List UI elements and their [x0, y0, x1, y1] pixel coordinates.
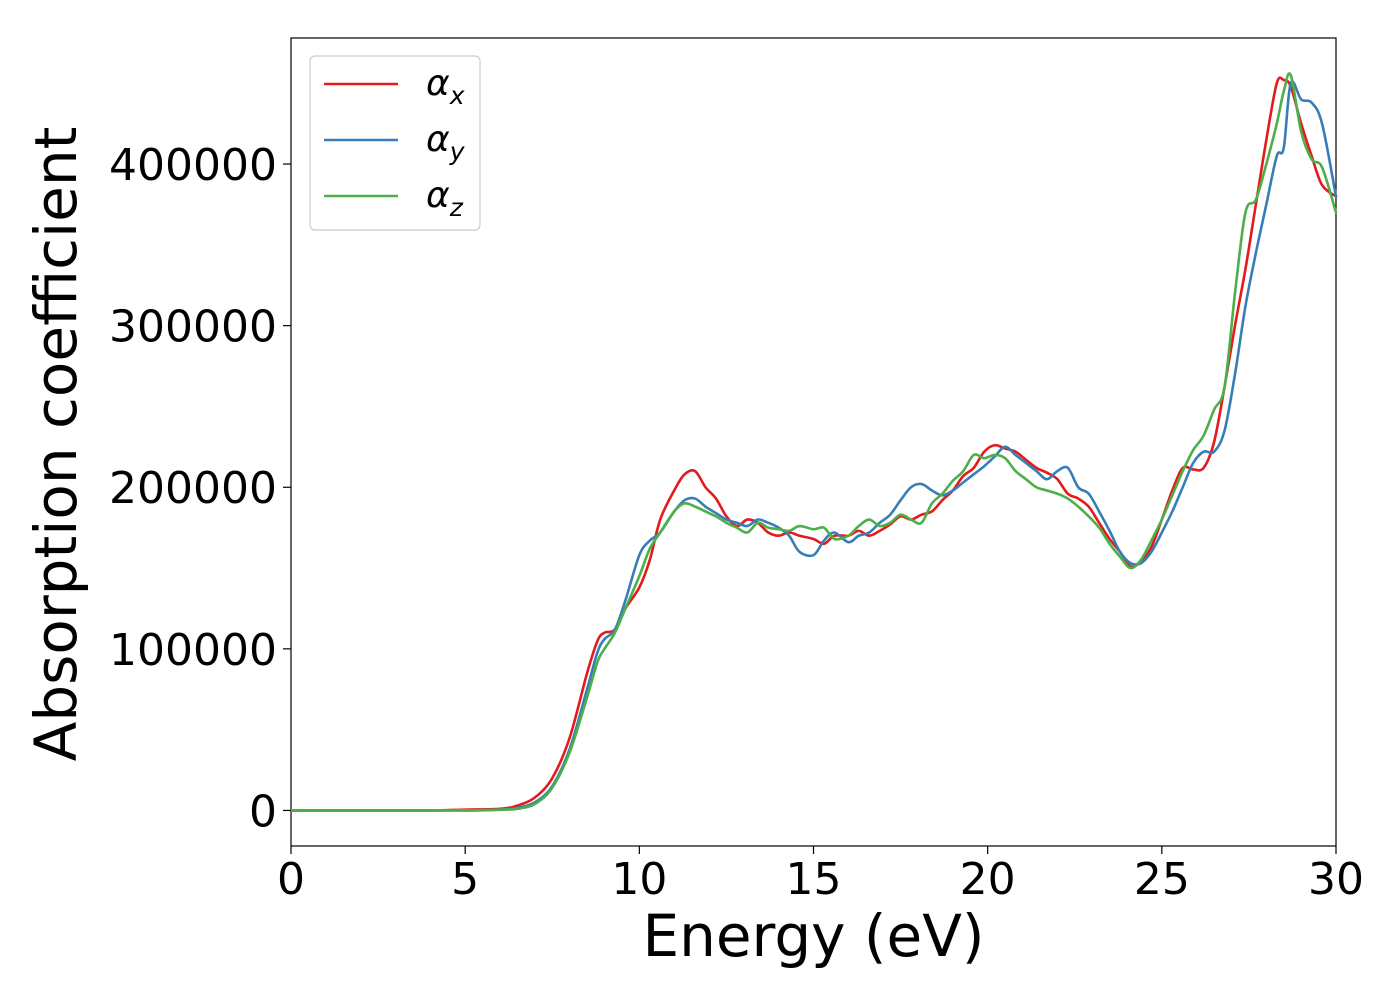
- legend-item-y: αy: [324, 119, 466, 166]
- x-tick-label: 30: [1308, 854, 1364, 905]
- y-tick-label: 200000: [109, 463, 277, 514]
- x-tick-label: 25: [1134, 854, 1190, 905]
- y-axis: 0 100000 200000 300000 400000: [109, 140, 291, 837]
- y-tick-label: 300000: [109, 302, 277, 353]
- legend-item-x: αx: [324, 63, 465, 110]
- y-tick-label: 100000: [109, 625, 277, 676]
- legend: αx αy αz: [309, 55, 481, 231]
- legend-label: αy: [426, 119, 466, 166]
- x-tick-label: 5: [451, 854, 479, 905]
- legend-label: αx: [426, 63, 465, 110]
- x-axis-title: Energy (eV): [642, 902, 984, 970]
- series-line-z: [289, 72, 1338, 812]
- legend-box: [309, 55, 481, 231]
- x-tick-label: 0: [277, 854, 305, 905]
- y-axis-title: Absorption coefficient: [22, 127, 90, 762]
- legend-item-z: αz: [324, 175, 464, 222]
- x-tick-label: 20: [960, 854, 1016, 905]
- x-tick-label: 15: [786, 854, 842, 905]
- x-axis: 0 5 10 15 20 25 30: [277, 846, 1364, 905]
- series-layer: [289, 72, 1338, 812]
- series-line-y: [289, 80, 1338, 812]
- y-tick-label: 400000: [109, 140, 277, 191]
- x-tick-label: 10: [611, 854, 667, 905]
- legend-label: αz: [426, 175, 464, 222]
- y-tick-label: 0: [249, 786, 277, 837]
